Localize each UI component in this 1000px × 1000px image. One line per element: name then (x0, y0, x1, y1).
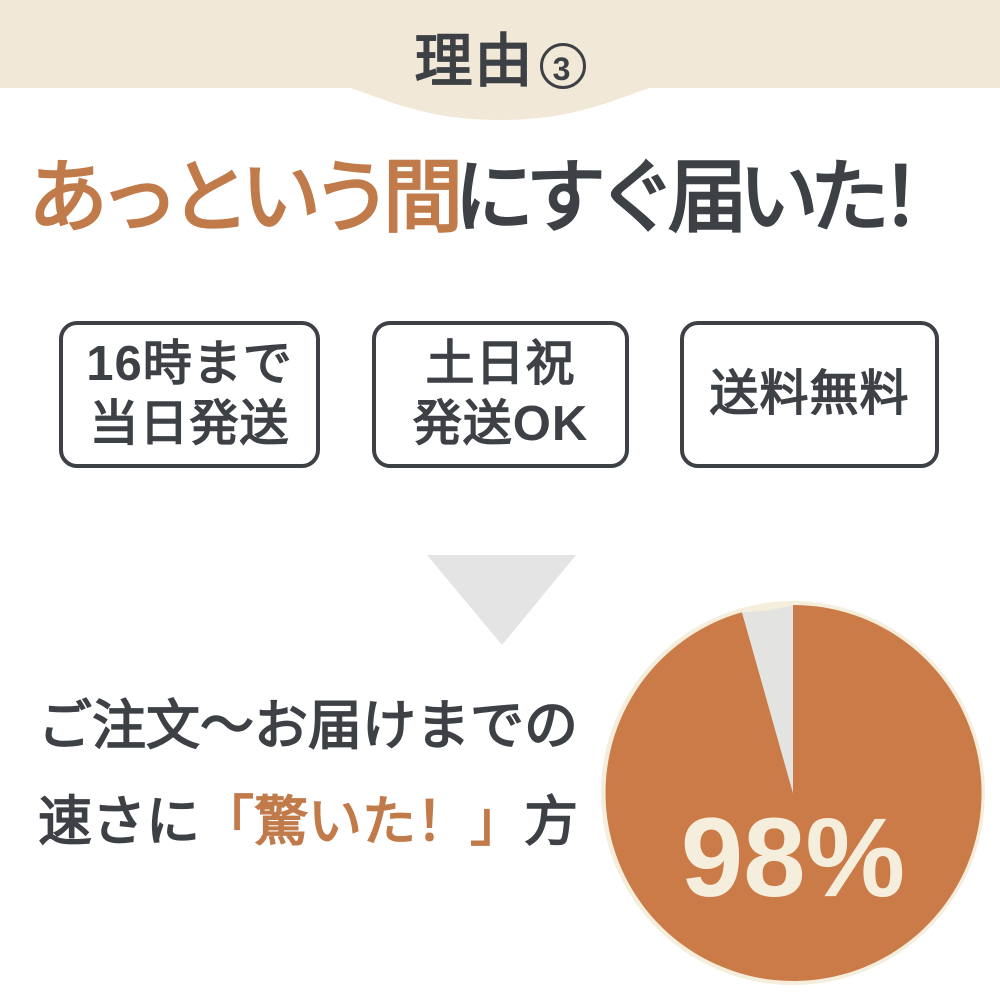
svg-text:98%: 98% (681, 795, 905, 920)
